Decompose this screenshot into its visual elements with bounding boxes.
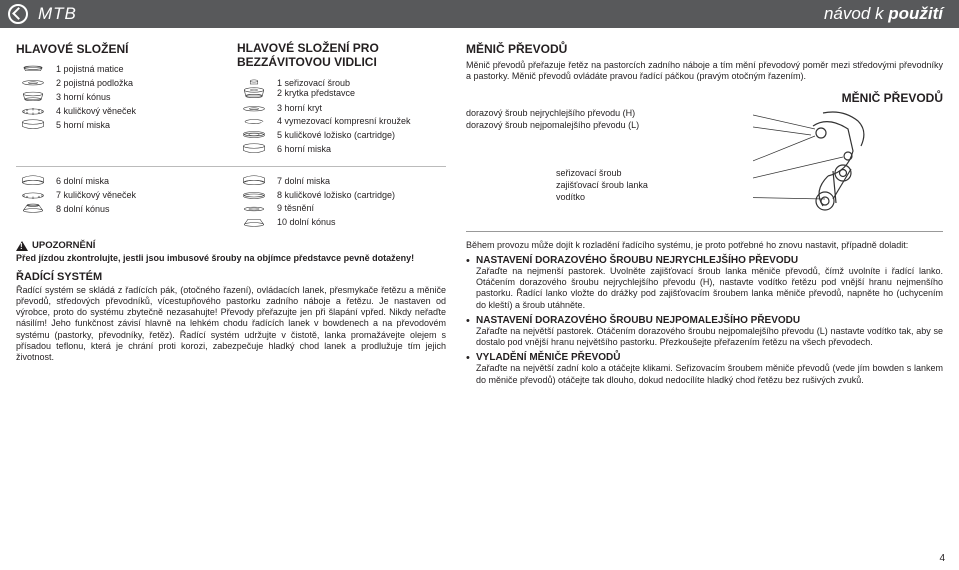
part-row: 7 dolní miska bbox=[237, 175, 446, 187]
part-label: 3 horní kryt bbox=[277, 103, 446, 113]
part-label: 4 vymezovací kompresní kroužek bbox=[277, 116, 446, 126]
section-title-headset: HLAVOVÉ SLOŽENÍ bbox=[16, 42, 225, 56]
part-row: 4 kuličkový věneček bbox=[16, 106, 225, 116]
bullet-text: Zařaďte na největší pastorek. Otáčením d… bbox=[476, 326, 943, 349]
part-row: 8 kuličkové ložisko (cartridge) bbox=[237, 190, 446, 200]
system-text: Řadící systém se skládá z řadících pák, … bbox=[16, 285, 446, 364]
derailleur-intro: Měnič převodů přeřazuje řetěz na pastorc… bbox=[466, 60, 943, 83]
derailleur-title: MĚNIČ PŘEVODŮ bbox=[466, 42, 943, 56]
part-row: 2 pojistná podložka bbox=[16, 78, 225, 88]
part-row: 8 dolní kónus bbox=[16, 203, 225, 214]
divider bbox=[16, 166, 446, 167]
bullet-item: VYLADĚNÍ MĚNIČE PŘEVODŮ Zařaďte na nejvě… bbox=[466, 352, 943, 386]
left-column: HLAVOVÉ SLOŽENÍ 1 pojistná matice 2 poji… bbox=[16, 42, 446, 386]
warning-row: UPOZORNĚNÍ bbox=[16, 240, 446, 251]
part-icon bbox=[237, 143, 271, 155]
system-title: ŘADÍCÍ SYSTÉM bbox=[16, 271, 446, 283]
part-row: 9 těsnění bbox=[237, 203, 446, 213]
diagram-label-l: dorazový šroub nejpomalejšího převodu (L… bbox=[466, 121, 639, 131]
diagram-label-adjust: seřizovací šroub bbox=[556, 169, 622, 179]
part-label: 5 kuličkové ložisko (cartridge) bbox=[277, 130, 446, 140]
bullet-text: Zařaďte na největší zadní kolo a otáčejt… bbox=[476, 363, 943, 386]
part-label: 7 dolní miska bbox=[277, 176, 446, 186]
part-icon bbox=[237, 105, 271, 113]
part-row: 3 horní kryt bbox=[237, 103, 446, 113]
part-icon bbox=[237, 78, 271, 101]
derailleur-svg bbox=[753, 101, 903, 216]
bullet-item: NASTAVENÍ DORAZOVÉHO ŠROUBU NEJRYCHLEJŠÍ… bbox=[466, 255, 943, 311]
part-label: 6 horní miska bbox=[277, 144, 446, 154]
part-label: 7 kuličkový věneček bbox=[56, 190, 225, 200]
title-line: HLAVOVÉ SLOŽENÍ PRO bbox=[237, 41, 379, 55]
bullet-item: NASTAVENÍ DORAZOVÉHO ŠROUBU NEJPOMALEJŠÍ… bbox=[466, 315, 943, 349]
warning-label: UPOZORNĚNÍ bbox=[32, 240, 95, 251]
after-text: Během provozu může dojít k rozladění řad… bbox=[466, 240, 943, 251]
headset-list-a: HLAVOVÉ SLOŽENÍ 1 pojistná matice 2 poji… bbox=[16, 42, 225, 158]
part-icon bbox=[237, 130, 271, 139]
section-title-headset-b: HLAVOVÉ SLOŽENÍ PRO BEZZÁVITOVOU VIDLICI bbox=[237, 42, 446, 70]
part-row: 5 kuličkové ložisko (cartridge) bbox=[237, 130, 446, 140]
bullet-title: VYLADĚNÍ MĚNIČE PŘEVODŮ bbox=[476, 352, 943, 363]
warning-text: Před jízdou zkontrolujte, jestli jsou im… bbox=[16, 253, 446, 264]
manual-prefix: návod k bbox=[824, 4, 888, 23]
part-row: 3 horní kónus bbox=[16, 91, 225, 103]
header-bar: MTB návod k použití bbox=[0, 0, 959, 28]
part-label: 10 dolní kónus bbox=[277, 217, 446, 227]
part-label: 9 těsnění bbox=[277, 203, 446, 213]
header-left: MTB bbox=[8, 4, 77, 24]
divider bbox=[466, 231, 943, 232]
part-row: 1 pojistná matice bbox=[16, 64, 225, 75]
bullet-title: NASTAVENÍ DORAZOVÉHO ŠROUBU NEJPOMALEJŠÍ… bbox=[476, 315, 943, 326]
bullet-list: NASTAVENÍ DORAZOVÉHO ŠROUBU NEJRYCHLEJŠÍ… bbox=[466, 255, 943, 386]
part-label: 1 seřizovací šroub 2 krytka představce bbox=[277, 78, 446, 99]
manual-bold: použití bbox=[888, 4, 943, 23]
part-icon bbox=[237, 175, 271, 187]
logo-icon bbox=[8, 4, 28, 24]
brand-label: MTB bbox=[38, 4, 77, 24]
part-row: 10 dolní kónus bbox=[237, 217, 446, 228]
derailleur-diagram: MĚNIČ PŘEVODŮ dorazový šroub nejrychlejš… bbox=[466, 91, 943, 221]
part-row: 6 dolní miska bbox=[16, 175, 225, 187]
diagram-label-h: dorazový šroub nejrychlejšího převodu (H… bbox=[466, 109, 635, 119]
part-icon bbox=[16, 79, 50, 87]
page-number: 4 bbox=[939, 553, 945, 564]
part-row: 4 vymezovací kompresní kroužek bbox=[237, 116, 446, 126]
part-row: 7 kuličkový věneček bbox=[16, 190, 225, 200]
headset-list-a2: 6 dolní miska 7 kuličkový věneček 8 doln… bbox=[16, 175, 225, 230]
part-icon bbox=[16, 107, 50, 116]
part-icon bbox=[237, 217, 271, 228]
warning-icon bbox=[16, 241, 28, 251]
part-row: 6 horní miska bbox=[237, 143, 446, 155]
part-icon bbox=[237, 206, 271, 212]
part-icon bbox=[16, 203, 50, 214]
part-label: 8 dolní kónus bbox=[56, 204, 225, 214]
right-column: MĚNIČ PŘEVODŮ Měnič převodů přeřazuje ře… bbox=[466, 42, 943, 386]
part-icon bbox=[16, 175, 50, 187]
bullet-text: Zařaďte na nejmenší pastorek. Uvolněte z… bbox=[476, 266, 943, 311]
part-icon bbox=[237, 118, 271, 126]
part-row: 5 horní miska bbox=[16, 119, 225, 131]
header-right: návod k použití bbox=[824, 4, 943, 24]
part-icon bbox=[237, 191, 271, 200]
part-icon bbox=[16, 119, 50, 131]
part-icon bbox=[16, 91, 50, 103]
part-label: 3 horní kónus bbox=[56, 92, 225, 102]
headset-list-b2: 7 dolní miska 8 kuličkové ložisko (cartr… bbox=[237, 175, 446, 230]
part-icon bbox=[16, 191, 50, 200]
part-label: 6 dolní miska bbox=[56, 176, 225, 186]
part-label: 5 horní miska bbox=[56, 120, 225, 130]
diagram-label-clamp: zajišťovací šroub lanka bbox=[556, 181, 648, 191]
part-label: 8 kuličkové ložisko (cartridge) bbox=[277, 190, 446, 200]
part-row: 1 seřizovací šroub 2 krytka představce bbox=[237, 78, 446, 101]
diagram-label-guide: vodítko bbox=[556, 193, 585, 203]
part-label: 4 kuličkový věneček bbox=[56, 106, 225, 116]
part-label: 1 pojistná matice bbox=[56, 64, 225, 74]
bullet-title: NASTAVENÍ DORAZOVÉHO ŠROUBU NEJRYCHLEJŠÍ… bbox=[476, 255, 943, 266]
title-line: BEZZÁVITOVOU VIDLICI bbox=[237, 55, 377, 69]
part-icon bbox=[16, 64, 50, 75]
part-label: 2 pojistná podložka bbox=[56, 78, 225, 88]
headset-list-b: HLAVOVÉ SLOŽENÍ PRO BEZZÁVITOVOU VIDLICI… bbox=[237, 42, 446, 158]
